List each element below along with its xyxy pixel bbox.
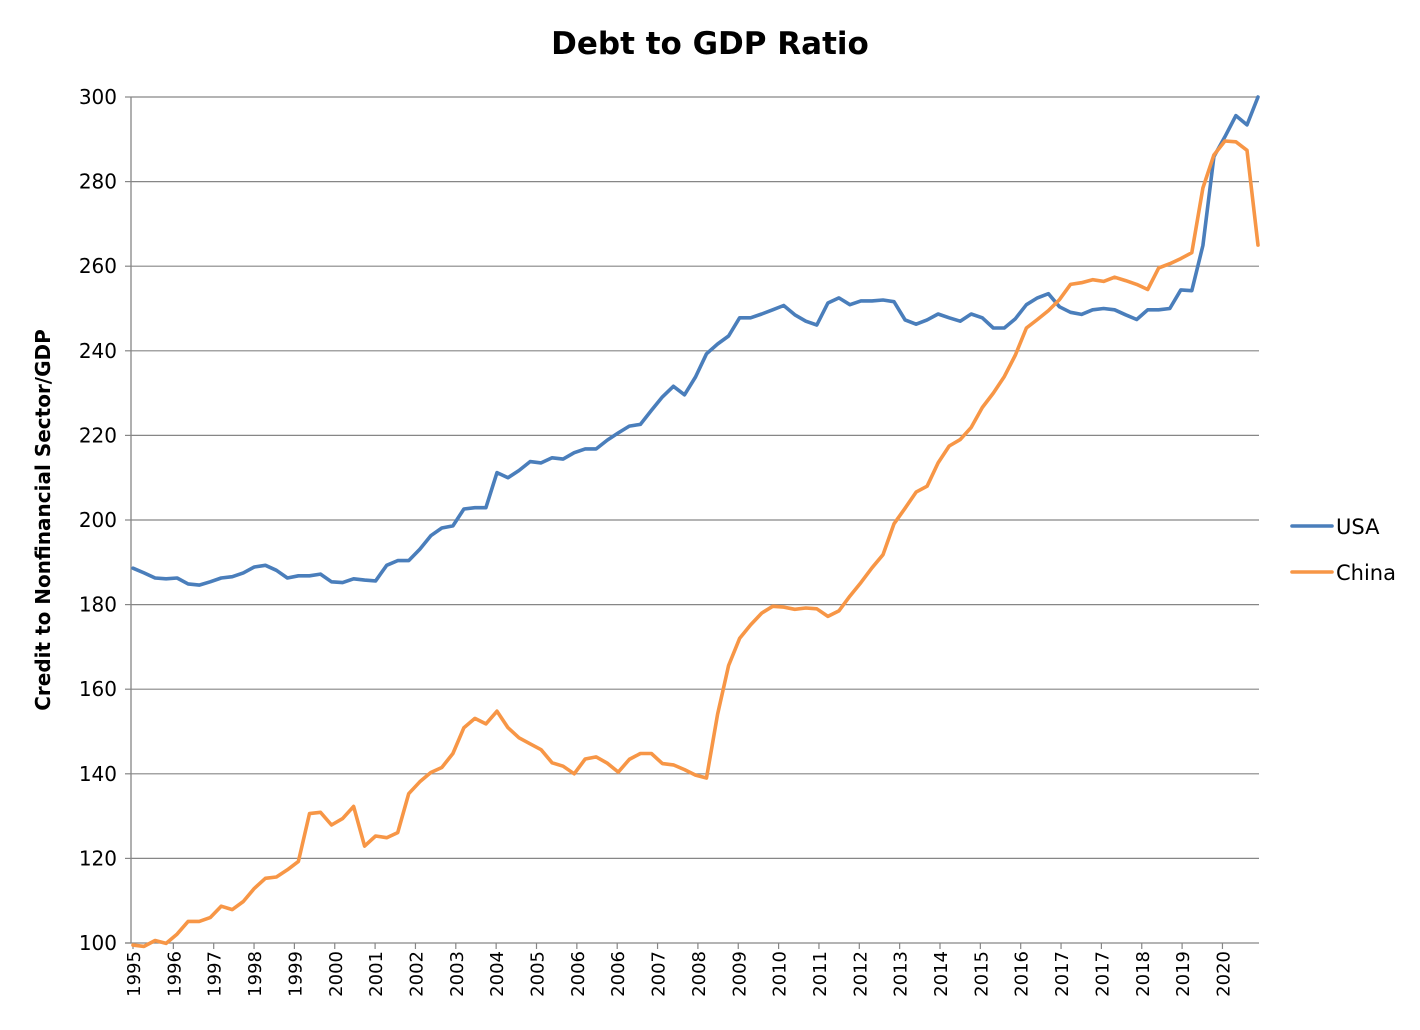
x-axis-ticks: 1995 1996 1997 1998 1999 2000 2001 2002 2003 2004… [124,943,1234,997]
y-tick-label: 200 [79,508,117,532]
x-tick-label: 2003 [447,951,468,997]
x-tick-label: 2014 [931,951,952,997]
x-tick-label: 2000 [326,951,347,997]
x-tick-label: 2009 [729,951,750,997]
x-tick-label: 2017 [1052,951,1073,997]
series-line-china [131,139,1260,949]
x-tick-label: 2019 [1173,951,1194,997]
x-tick-label: 2011 [810,951,831,997]
x-tick-label: 2005 [528,951,549,997]
x-tick-label: 2004 [487,951,508,997]
series-line-usa [131,95,1260,587]
gridlines [131,96,1259,860]
x-tick-label: 2006 [608,951,629,997]
x-tick-label: 2015 [971,951,992,997]
y-tick-label: 180 [79,593,117,617]
y-tick-label: 300 [79,85,117,109]
x-tick-label: 2001 [366,951,387,997]
y-tick-label: 280 [79,170,117,194]
x-tick-label: 2006 [568,951,589,997]
legend-label-usa: USA [1336,515,1380,539]
x-tick-label: 1998 [245,951,266,997]
x-tick-label: 2007 [649,951,670,997]
y-tick-label: 140 [79,762,117,786]
chart-title: Debt to GDP Ratio [551,26,869,62]
x-tick-label: 1996 [164,951,185,997]
y-tick-label: 240 [79,339,117,363]
legend: USA China [1290,515,1396,585]
series-lines [131,95,1260,949]
x-tick-label: 2002 [406,951,427,997]
y-tick-label: 220 [79,423,117,447]
x-tick-label: 2017 [1092,951,1113,997]
x-tick-label: 2013 [891,951,912,997]
x-tick-label: 2008 [689,951,710,997]
x-tick-label: 1997 [205,951,226,997]
y-tick-label: 160 [79,677,117,701]
x-tick-label: 2012 [850,951,871,997]
x-tick-label: 1995 [124,951,145,997]
y-tick-label: 120 [79,846,117,870]
x-tick-label: 1999 [285,951,306,997]
y-axis-label: Credit to Nonfinancial Sector/GDP [31,329,55,711]
x-tick-label: 2018 [1133,951,1154,997]
y-tick-label: 100 [79,931,117,955]
y-axis-ticks: 100 120 140 160 180 200 220 240 260 280 300 [79,85,131,955]
legend-label-china: China [1336,561,1396,585]
x-tick-label: 2010 [770,951,791,997]
x-tick-label: 2020 [1213,951,1234,997]
y-tick-label: 260 [79,254,117,278]
x-tick-label: 2016 [1012,951,1033,997]
